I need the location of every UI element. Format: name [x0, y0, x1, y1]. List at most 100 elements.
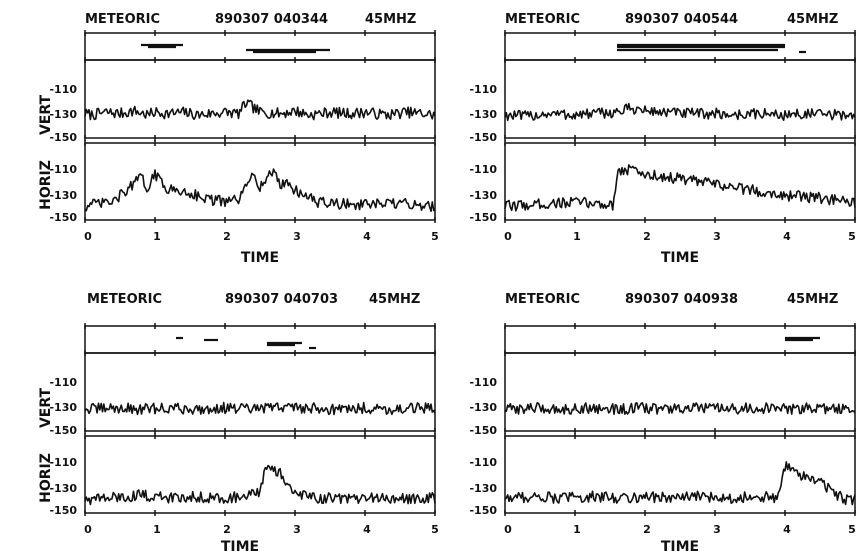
- x-tick-label: 2: [643, 523, 651, 536]
- x-tick-label: 1: [573, 523, 581, 536]
- vert-trace: [84, 401, 436, 416]
- y-tick-label: -130: [469, 401, 497, 414]
- y-tick-label: -130: [49, 108, 77, 121]
- panel-title-right: 45MHZ: [787, 292, 838, 307]
- x-tick-labels: 0 1 2 3 4 5: [504, 230, 856, 243]
- y-tick-labels: -110 -130 -150 -110 -130 -150: [469, 83, 497, 224]
- panel-040544: METEORIC 890307 040544 45MHZ -110 -130 -…: [469, 12, 855, 266]
- x-axis-label: TIME: [241, 250, 279, 266]
- row-label-horiz-bottom: HORIZ: [38, 453, 54, 503]
- y-tick-labels: -110 -130 -150 -110 -130 -150: [49, 376, 77, 517]
- y-tick-labels: -110 -130 -150 -110 -130 -150: [49, 83, 77, 224]
- panel-040938: METEORIC 890307 040938 45MHZ -110 -130 -…: [469, 292, 855, 554]
- horiz-frame: [84, 435, 436, 514]
- x-tick-label: 2: [223, 230, 231, 243]
- horiz-trace: [84, 464, 436, 506]
- x-tick-label: 3: [713, 523, 721, 536]
- y-tick-label: -150: [469, 424, 497, 437]
- x-tick-label: 1: [573, 230, 581, 243]
- vert-frame: [84, 352, 436, 432]
- y-tick-label: -150: [469, 211, 497, 224]
- echo-frame: [84, 325, 436, 354]
- x-tick-label: 3: [293, 523, 301, 536]
- x-tick-labels: 0 1 2 3 4 5: [84, 230, 439, 243]
- y-tick-label: -150: [469, 504, 497, 517]
- vert-trace: [504, 402, 856, 415]
- panel-title-mid: 890307 040544: [625, 12, 738, 27]
- plot-area: [84, 30, 436, 223]
- plot-area: [84, 323, 436, 516]
- horiz-frame: [84, 142, 436, 221]
- y-tick-label: -150: [469, 131, 497, 144]
- horiz-frame: [504, 435, 856, 514]
- plot-area: [504, 30, 856, 223]
- y-tick-label: -110: [469, 83, 497, 96]
- row-label-horiz-top: HORIZ: [38, 160, 54, 210]
- echo-frame: [84, 32, 436, 61]
- x-tick-labels: 0 1 2 3 4 5: [84, 523, 439, 536]
- x-tick-label: 0: [504, 230, 512, 243]
- panel-title-right: 45MHZ: [365, 12, 416, 27]
- panel-title-left: METEORIC: [85, 12, 160, 27]
- x-axis-label: TIME: [221, 539, 259, 554]
- y-tick-label: -130: [469, 108, 497, 121]
- horiz-frame: [504, 142, 856, 221]
- panel-title-left: METEORIC: [505, 292, 580, 307]
- panel-title-right: 45MHZ: [369, 292, 420, 307]
- x-tick-label: 5: [848, 230, 856, 243]
- horiz-trace: [84, 168, 436, 213]
- x-tick-label: 5: [431, 523, 439, 536]
- horiz-trace: [504, 164, 856, 212]
- y-tick-label: -110: [49, 376, 77, 389]
- x-tick-label: 4: [783, 230, 791, 243]
- panel-040344: METEORIC 890307 040344 45MHZ -110 -130 -…: [49, 12, 438, 266]
- panel-title-mid: 890307 040344: [215, 12, 328, 27]
- y-tick-label: -150: [49, 131, 77, 144]
- y-tick-label: -110: [469, 376, 497, 389]
- y-tick-label: -110: [49, 163, 77, 176]
- y-tick-label: -130: [49, 482, 77, 495]
- x-tick-label: 4: [363, 523, 371, 536]
- panel-title-mid: 890307 040938: [625, 292, 738, 307]
- x-tick-label: 1: [153, 523, 161, 536]
- x-tick-label: 5: [848, 523, 856, 536]
- y-tick-label: -150: [49, 504, 77, 517]
- y-tick-label: -130: [469, 189, 497, 202]
- horiz-trace: [504, 461, 856, 506]
- x-tick-label: 5: [431, 230, 439, 243]
- x-tick-label: 2: [223, 523, 231, 536]
- y-tick-label: -110: [469, 163, 497, 176]
- y-tick-label: -150: [49, 424, 77, 437]
- row-label-vert-bottom: VERT: [38, 388, 54, 429]
- x-tick-label: 3: [293, 230, 301, 243]
- x-tick-label: 0: [84, 230, 92, 243]
- x-tick-label: 2: [643, 230, 651, 243]
- row-label-vert-top: VERT: [38, 95, 54, 136]
- vert-trace: [504, 102, 856, 122]
- x-axis-label: TIME: [661, 539, 699, 554]
- y-tick-labels: -110 -130 -150 -110 -130 -150: [469, 376, 497, 517]
- plot-area: [504, 323, 856, 516]
- x-tick-label: 4: [783, 523, 791, 536]
- x-axis-label: TIME: [661, 250, 699, 266]
- y-tick-label: -130: [469, 482, 497, 495]
- vert-frame: [504, 59, 856, 139]
- vert-frame: [504, 352, 856, 432]
- x-tick-label: 4: [363, 230, 371, 243]
- x-tick-label: 0: [84, 523, 92, 536]
- panel-040703: METEORIC 890307 040703 45MHZ -110 -130 -…: [49, 292, 438, 554]
- panel-title-left: METEORIC: [87, 292, 162, 307]
- y-tick-label: -110: [49, 456, 77, 469]
- x-tick-label: 1: [153, 230, 161, 243]
- panel-title-mid: 890307 040703: [225, 292, 338, 307]
- y-tick-label: -110: [49, 83, 77, 96]
- x-tick-labels: 0 1 2 3 4 5: [504, 523, 856, 536]
- y-tick-label: -130: [49, 189, 77, 202]
- panel-title-right: 45MHZ: [787, 12, 838, 27]
- y-tick-label: -110: [469, 456, 497, 469]
- panel-title-left: METEORIC: [505, 12, 580, 27]
- vert-trace: [84, 99, 436, 121]
- x-tick-label: 0: [504, 523, 512, 536]
- x-tick-label: 3: [713, 230, 721, 243]
